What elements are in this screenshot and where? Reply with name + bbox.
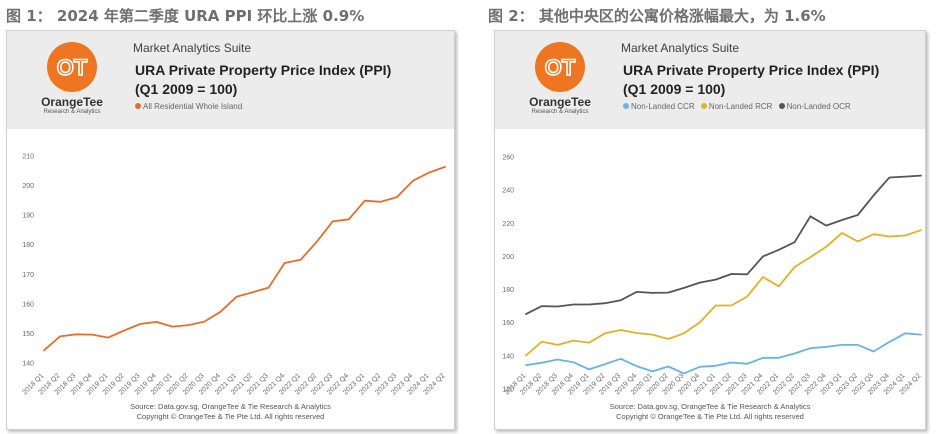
figure-caption-2: 图 2： 其他中央区的公寓价格涨幅最大，为 1.6% xyxy=(488,7,826,25)
y-tick-label: 180 xyxy=(22,242,34,249)
copyright-note: Copyright © OrangeTee & Tie Pte Ltd. All… xyxy=(136,412,325,421)
legend-item-ocr: Non-Landed OCR xyxy=(778,102,851,111)
chart-legend: All Residential Whole Island xyxy=(135,102,246,111)
logo-name: OrangeTee xyxy=(41,95,103,109)
series-line xyxy=(43,166,446,352)
y-tick-label: 140 xyxy=(502,353,514,360)
y-tick-label: 210 xyxy=(22,154,34,161)
y-tick-label: 200 xyxy=(502,254,514,261)
chart-title: URA Private Property Price Index (PPI) xyxy=(623,62,880,78)
y-tick-label: 160 xyxy=(22,301,34,308)
legend-label: Non-Landed OCR xyxy=(786,102,851,111)
logo-subtitle: Research & Analytics xyxy=(531,109,589,115)
y-tick-label: 120 xyxy=(502,387,514,394)
legend-item: All Residential Whole Island xyxy=(135,102,242,111)
legend-label: All Residential Whole Island xyxy=(143,102,243,111)
source-note: Source: Data.gov.sg, OrangeTee & Tie Res… xyxy=(609,402,811,411)
logo-subtitle: Research & Analytics xyxy=(43,109,101,115)
legend-label: Non-Landed RCR xyxy=(708,102,773,111)
y-tick-label: 240 xyxy=(502,188,514,195)
legend-marker-icon xyxy=(778,103,785,109)
copyright-note: Copyright © OrangeTee & Tie Pte Ltd. All… xyxy=(616,412,804,421)
legend-label: Non-Landed CCR xyxy=(631,102,695,111)
orangetee-logo-icon: OT xyxy=(535,42,585,92)
series-line xyxy=(525,174,922,316)
y-tick-label: 200 xyxy=(22,183,34,190)
chart-card-1: OT OrangeTee Research & Analytics Market… xyxy=(6,30,455,430)
series-line xyxy=(525,229,922,357)
chart-legend: Non-Landed CCR Non-Landed RCR Non-Landed… xyxy=(623,102,855,111)
legend-item-rcr: Non-Landed RCR xyxy=(700,102,773,111)
y-tick-label: 140 xyxy=(22,361,34,368)
card-header: OT OrangeTee Research & Analytics Market… xyxy=(495,31,925,129)
y-tick-label: 170 xyxy=(22,272,34,279)
chart-card-2: OT OrangeTee Research & Analytics Market… xyxy=(494,30,926,430)
y-tick-label: 180 xyxy=(502,287,514,294)
logo-name: OrangeTee xyxy=(529,95,591,109)
y-tick-label: 190 xyxy=(22,213,34,220)
y-tick-label: 160 xyxy=(502,320,514,327)
chart-title: URA Private Property Price Index (PPI) xyxy=(135,62,392,78)
logo-mark: OT xyxy=(545,55,576,80)
series-line xyxy=(525,332,922,375)
y-tick-label: 260 xyxy=(502,155,514,162)
chart-subtitle: (Q1 2009 = 100) xyxy=(135,81,238,97)
suite-name: Market Analytics Suite xyxy=(621,41,740,55)
source-note: Source: Data.gov.sg, OrangeTee & Tie Res… xyxy=(130,402,331,411)
logo-mark: OT xyxy=(57,55,88,80)
legend-marker-icon xyxy=(700,103,707,109)
legend-marker-icon xyxy=(135,103,141,109)
y-tick-label: 150 xyxy=(22,331,34,338)
suite-name: Market Analytics Suite xyxy=(133,41,252,55)
y-tick-label: 220 xyxy=(502,221,514,228)
chart-subtitle: (Q1 2009 = 100) xyxy=(623,81,726,97)
orangetee-logo-icon: OT xyxy=(47,42,97,92)
legend-marker-icon xyxy=(623,103,629,109)
legend-item-ccr: Non-Landed CCR xyxy=(623,102,695,111)
card-header: OT OrangeTee Research & Analytics Market… xyxy=(7,31,454,129)
figure-caption-1: 图 1： 2024 年第二季度 URA PPI 环比上涨 0.9% xyxy=(6,7,365,25)
